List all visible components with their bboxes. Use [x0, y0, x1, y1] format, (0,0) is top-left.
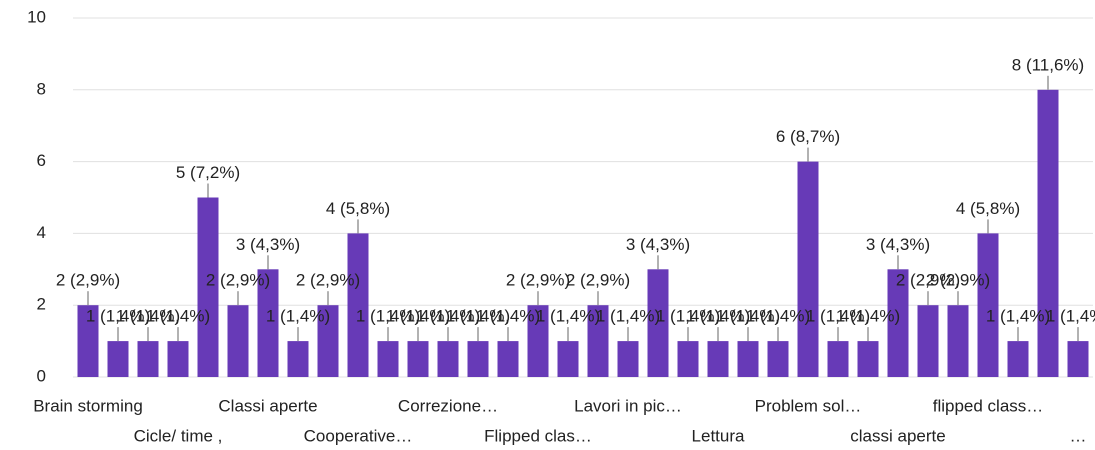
- y-tick-label: 6: [37, 151, 46, 170]
- x-tick-label: Lavori in pic…: [574, 396, 682, 415]
- data-label: 1 (1,4%): [686, 307, 750, 326]
- data-label: 1 (1,4%): [266, 307, 330, 326]
- data-label: 2 (2,9%): [896, 271, 960, 290]
- bar: [977, 233, 999, 377]
- bar: [917, 305, 939, 377]
- data-label: 4 (5,8%): [326, 199, 390, 218]
- bar: [287, 341, 309, 377]
- bar: [77, 305, 99, 377]
- bar: [797, 161, 819, 377]
- data-label: 1 (1,4%): [476, 307, 540, 326]
- data-label: 1 (1,4%): [596, 307, 660, 326]
- bar: [107, 341, 129, 377]
- data-label: 1 (1,4%): [146, 307, 210, 326]
- bar: [197, 197, 219, 377]
- y-tick-label: 0: [37, 366, 46, 385]
- y-tick-label: 10: [27, 7, 46, 26]
- bar: [647, 269, 669, 377]
- data-label: 8 (11,6%): [1012, 55, 1084, 74]
- x-tick-label: Cicle/ time ,: [134, 426, 223, 445]
- x-tick-label: Flipped clas…: [484, 426, 592, 445]
- data-label: 4 (5,8%): [956, 199, 1020, 218]
- data-label: 2 (2,9%): [506, 271, 570, 290]
- x-tick-label: Problem sol…: [755, 396, 862, 415]
- data-label: 6 (8,7%): [776, 127, 840, 146]
- bar: [617, 341, 639, 377]
- data-label: 1 (1,4%): [1046, 307, 1095, 326]
- data-label: 2 (2,9%): [56, 271, 120, 290]
- data-label: 2 (2,9%): [206, 271, 270, 290]
- x-tick-label: Correzione…: [398, 396, 498, 415]
- y-tick-label: 4: [37, 223, 46, 242]
- bar: [737, 341, 759, 377]
- y-tick-label: 8: [37, 79, 46, 98]
- x-tick-label: Cooperative…: [304, 426, 413, 445]
- x-tick-label: Lettura: [692, 426, 745, 445]
- bar: [227, 305, 249, 377]
- x-tick-label: flipped class…: [933, 396, 1044, 415]
- bar: [1007, 341, 1029, 377]
- bar: [377, 341, 399, 377]
- bar: [887, 269, 909, 377]
- bar: [497, 341, 519, 377]
- data-label: 3 (4,3%): [236, 235, 300, 254]
- data-label: 1 (1,4%): [836, 307, 900, 326]
- data-label: 3 (4,3%): [626, 235, 690, 254]
- data-label: 5 (7,2%): [176, 163, 240, 182]
- data-label: 2 (2,9%): [926, 271, 990, 290]
- bar: [557, 341, 579, 377]
- bar: [167, 341, 189, 377]
- bar: [407, 341, 429, 377]
- x-tick-label: Brain storming: [33, 396, 143, 415]
- bar: [1037, 89, 1059, 378]
- data-label: 1 (1,4%): [86, 307, 150, 326]
- x-tick-label: …: [1070, 426, 1087, 445]
- bar: [137, 341, 159, 377]
- data-label: 1 (1,4%): [536, 307, 600, 326]
- data-label: 1 (1,4%): [416, 307, 480, 326]
- bar: [767, 341, 789, 377]
- bar: [587, 305, 609, 377]
- y-tick-label: 2: [37, 295, 46, 314]
- bar: [677, 341, 699, 377]
- bar: [317, 305, 339, 377]
- data-label: 1 (1,4%): [746, 307, 810, 326]
- data-label: 1 (1,4%): [656, 307, 720, 326]
- data-label: 3 (4,3%): [866, 235, 930, 254]
- data-label: 1 (1,4%): [386, 307, 450, 326]
- bar: [347, 233, 369, 377]
- bar: [857, 341, 879, 377]
- bar: [437, 341, 459, 377]
- x-tick-label: Classi aperte: [218, 396, 317, 415]
- data-label: 1 (1,4%): [716, 307, 780, 326]
- data-label: 2 (2,9%): [296, 271, 360, 290]
- bar: [827, 341, 849, 377]
- bar: [947, 305, 969, 377]
- data-label: 1 (1,4%): [986, 307, 1050, 326]
- bar: [257, 269, 279, 377]
- data-label: 1 (1,4%): [116, 307, 180, 326]
- bar: [1067, 341, 1089, 377]
- data-label: 1 (1,4%): [806, 307, 870, 326]
- data-label: 1 (1,4%): [446, 307, 510, 326]
- bar: [707, 341, 729, 377]
- data-label: 1 (1,4%): [356, 307, 420, 326]
- bar: [527, 305, 549, 377]
- x-tick-label: classi aperte: [850, 426, 945, 445]
- data-label: 2 (2,9%): [566, 271, 630, 290]
- bar: [467, 341, 489, 377]
